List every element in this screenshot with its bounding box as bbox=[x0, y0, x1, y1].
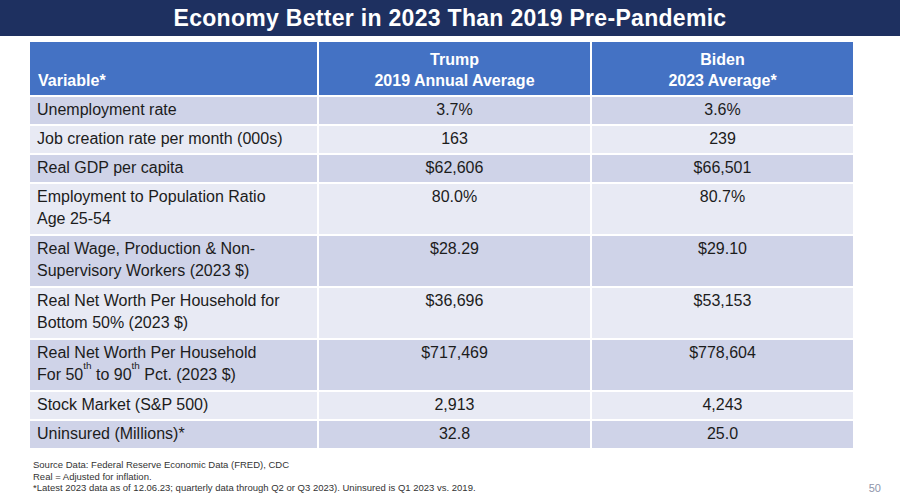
table-row: Real GDP per capita$62,606$66,501 bbox=[30, 155, 853, 182]
trump-value-cell: $36,696 bbox=[319, 288, 590, 338]
table-row: Real Net Worth Per HouseholdFor 50th to … bbox=[30, 340, 853, 390]
header-biden: Biden 2023 Average* bbox=[592, 42, 853, 95]
header-trump-line2: 2019 Annual Average bbox=[374, 70, 534, 91]
trump-value-cell: 2,913 bbox=[319, 392, 590, 419]
trump-value-cell: 163 bbox=[319, 126, 590, 153]
header-variable: Variable* bbox=[30, 42, 317, 95]
biden-value-cell: $53,153 bbox=[592, 288, 853, 338]
footnote-latest: *Latest 2023 data as of 12.06.23; quarte… bbox=[33, 482, 476, 494]
table-row: Employment to Population RatioAge 25-548… bbox=[30, 184, 853, 234]
variable-cell: Real Net Worth Per Household forBottom 5… bbox=[30, 288, 317, 338]
footnotes: Source Data: Federal Reserve Economic Da… bbox=[33, 459, 476, 494]
variable-cell: Employment to Population RatioAge 25-54 bbox=[30, 184, 317, 234]
biden-value-cell: 4,243 bbox=[592, 392, 853, 419]
trump-value-cell: $62,606 bbox=[319, 155, 590, 182]
biden-value-cell: 80.7% bbox=[592, 184, 853, 234]
slide-title-bar: Economy Better in 2023 Than 2019 Pre-Pan… bbox=[0, 0, 900, 36]
variable-cell: Real GDP per capita bbox=[30, 155, 317, 182]
trump-value-cell: 32.8 bbox=[319, 421, 590, 448]
trump-value-cell: 80.0% bbox=[319, 184, 590, 234]
table-row: Unemployment rate3.7%3.6% bbox=[30, 97, 853, 124]
header-trump-line1: Trump bbox=[430, 49, 479, 70]
variable-cell: Real Net Worth Per HouseholdFor 50th to … bbox=[30, 340, 317, 390]
variable-cell: Stock Market (S&P 500) bbox=[30, 392, 317, 419]
table-row: Job creation rate per month (000s)163239 bbox=[30, 126, 853, 153]
variable-cell: Uninsured (Millions)* bbox=[30, 421, 317, 448]
slide-title: Economy Better in 2023 Than 2019 Pre-Pan… bbox=[174, 5, 727, 32]
biden-value-cell: 239 bbox=[592, 126, 853, 153]
variable-cell: Real Wage, Production & Non-Supervisory … bbox=[30, 236, 317, 286]
variable-cell: Job creation rate per month (000s) bbox=[30, 126, 317, 153]
trump-value-cell: 3.7% bbox=[319, 97, 590, 124]
biden-value-cell: 25.0 bbox=[592, 421, 853, 448]
economy-comparison-table: Variable* Trump 2019 Annual Average Bide… bbox=[30, 42, 853, 450]
header-biden-line1: Biden bbox=[700, 49, 744, 70]
footnote-source: Source Data: Federal Reserve Economic Da… bbox=[33, 459, 476, 471]
biden-value-cell: $66,501 bbox=[592, 155, 853, 182]
table-body: Unemployment rate3.7%3.6%Job creation ra… bbox=[30, 97, 853, 448]
table-header-row: Variable* Trump 2019 Annual Average Bide… bbox=[30, 42, 853, 95]
variable-cell: Unemployment rate bbox=[30, 97, 317, 124]
header-trump: Trump 2019 Annual Average bbox=[319, 42, 590, 95]
biden-value-cell: 3.6% bbox=[592, 97, 853, 124]
table-row: Real Net Worth Per Household forBottom 5… bbox=[30, 288, 853, 338]
biden-value-cell: $29.10 bbox=[592, 236, 853, 286]
table-row: Stock Market (S&P 500)2,9134,243 bbox=[30, 392, 853, 419]
page-number: 50 bbox=[869, 482, 881, 494]
trump-value-cell: $28.29 bbox=[319, 236, 590, 286]
header-biden-line2: 2023 Average* bbox=[668, 70, 776, 91]
table-row: Real Wage, Production & Non-Supervisory … bbox=[30, 236, 853, 286]
table-row: Uninsured (Millions)*32.825.0 bbox=[30, 421, 853, 448]
trump-value-cell: $717,469 bbox=[319, 340, 590, 390]
biden-value-cell: $778,604 bbox=[592, 340, 853, 390]
footnote-real: Real = Adjusted for inflation. bbox=[33, 471, 476, 483]
